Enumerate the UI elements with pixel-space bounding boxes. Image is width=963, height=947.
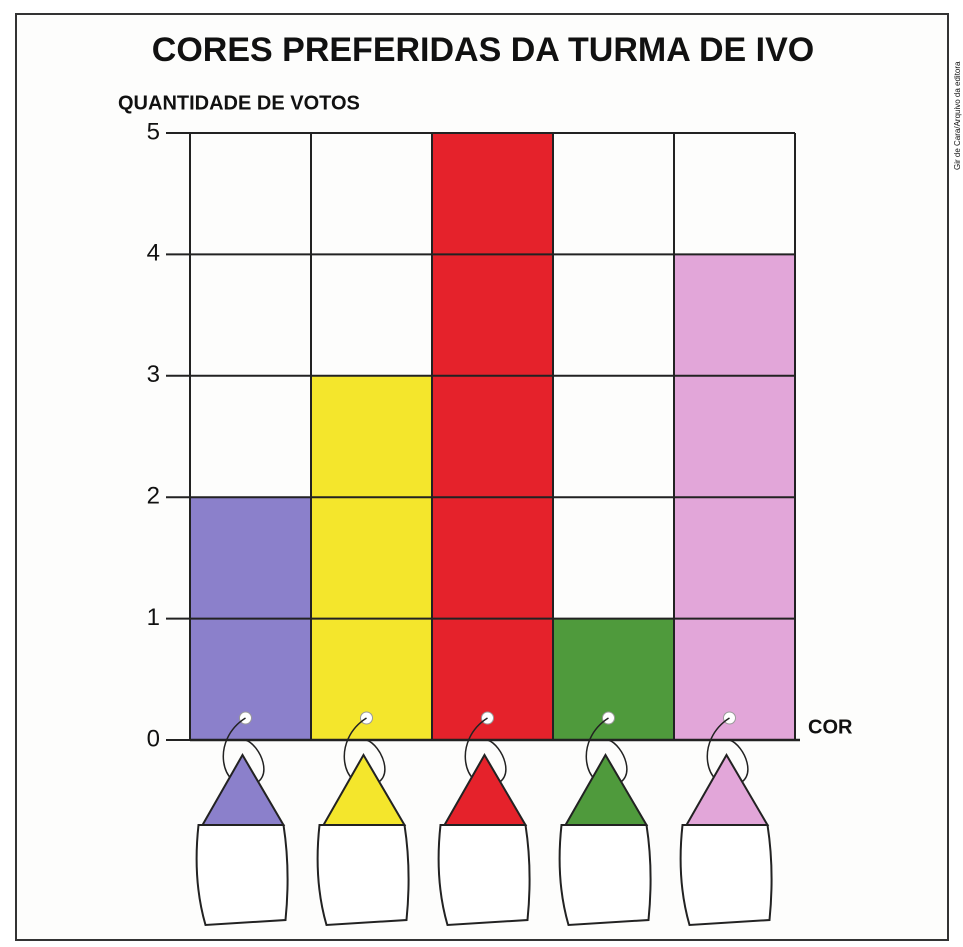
chart-title: CORES PREFERIDAS DA TURMA DE IVO — [152, 31, 814, 69]
y-tick-label: 3 — [147, 361, 160, 388]
crayon-body — [558, 824, 652, 927]
y-tick-label: 5 — [147, 118, 160, 145]
y-tick-label: 2 — [147, 483, 160, 510]
crayon-body — [679, 824, 773, 927]
crayon-body — [195, 824, 289, 927]
crayon-body — [437, 824, 531, 927]
y-axis-label: QUANTIDADE DE VOTOS — [118, 92, 360, 114]
credit: Gir de Cara/Arquivo da editora — [953, 61, 962, 170]
y-tick-label: 1 — [147, 604, 160, 631]
bar — [311, 375, 432, 740]
bar — [432, 133, 553, 740]
x-axis-label: COR — [808, 716, 853, 738]
crayon-body — [316, 824, 410, 927]
y-tick-label: 4 — [147, 240, 160, 267]
y-tick-label: 0 — [147, 725, 160, 752]
